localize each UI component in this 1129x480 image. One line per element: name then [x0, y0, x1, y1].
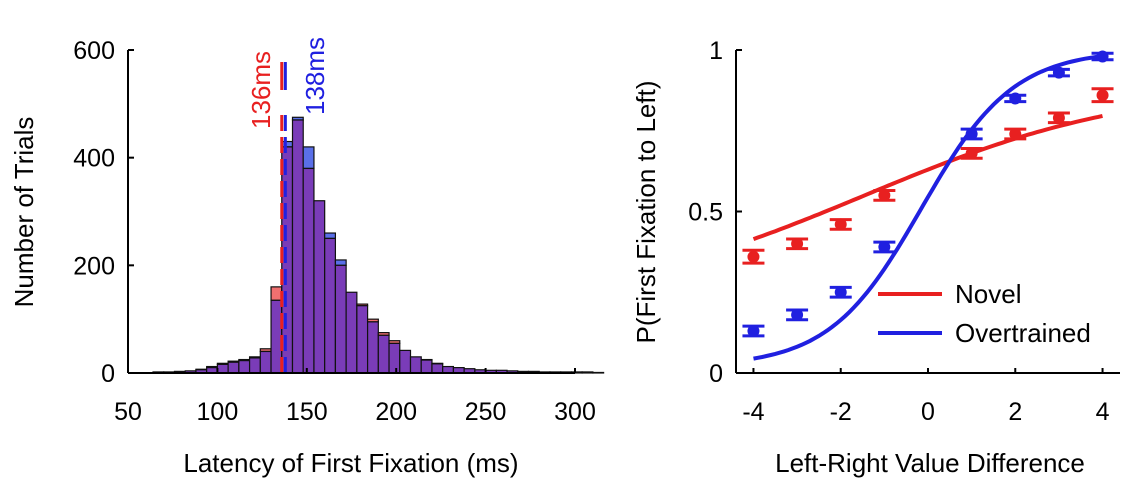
histogram-bar: [356, 305, 369, 374]
x-tick-label: 150: [286, 398, 328, 426]
histogram-axes: [127, 50, 575, 374]
legend-label-novel: Novel: [955, 279, 1021, 309]
data-points: [742, 50, 1114, 338]
psychometric-x-axis-title: Left-Right Value Difference: [775, 448, 1085, 478]
median-markers: [280, 62, 287, 373]
histogram-y-axis-title: Number of Trials: [9, 117, 39, 308]
x-tick-label: 4: [1096, 398, 1110, 426]
data-point: [1052, 66, 1065, 79]
y-tick-label: 1: [709, 37, 723, 65]
x-tick-label: 2: [1008, 398, 1022, 426]
x-tick-label: 0: [921, 398, 935, 426]
x-tick-label: 300: [554, 398, 596, 426]
histogram-bar: [345, 291, 358, 374]
psychometric-y-axis-title: P(First Fixation to Left): [631, 81, 661, 344]
fit-curve: [752, 113, 1103, 241]
histogram-x-ticks: 50 100 150 200 250 300: [114, 368, 596, 426]
data-point: [1009, 92, 1022, 105]
y-tick-label: 0.5: [688, 199, 723, 227]
histogram-bar: [270, 299, 283, 374]
histogram-bar: [238, 360, 251, 374]
histogram-bar: [377, 334, 390, 374]
x-tick-label: -4: [742, 398, 764, 426]
y-tick-label: 400: [73, 145, 115, 173]
data-point: [747, 325, 760, 338]
data-point: [1009, 127, 1022, 140]
legend-label-overtrained: Overtrained: [955, 318, 1091, 348]
histogram-bar: [366, 321, 379, 374]
data-point: [791, 308, 804, 321]
histogram-bar: [291, 119, 304, 374]
data-point: [965, 147, 978, 160]
x-tick-label: -2: [830, 398, 852, 426]
fit-curve: [753, 54, 1103, 361]
psychometric-panel: -4 -2 0 2 4 00.51 Left-Right Value Differenc…: [631, 37, 1120, 478]
data-point: [965, 127, 978, 140]
histogram-bar-excess: [334, 259, 347, 266]
histogram-bar: [281, 146, 294, 374]
histogram-bar: [581, 371, 594, 374]
histogram-bar: [248, 357, 261, 374]
median-label-overtrained: 138ms: [300, 37, 330, 115]
psychometric-x-ticks: -4 -2 0 2 4: [742, 368, 1110, 426]
histogram-bar: [302, 167, 315, 374]
histogram-bar: [592, 371, 605, 374]
x-tick-label: 100: [197, 398, 239, 426]
data-point: [878, 241, 891, 254]
legend: Novel Overtrained: [878, 279, 1091, 348]
histogram-bar: [313, 200, 326, 374]
median-label-novel: 136ms: [246, 51, 276, 129]
histogram-bar: [259, 350, 272, 374]
y-tick-label: 0: [709, 360, 723, 388]
histogram-bar-excess: [324, 232, 337, 240]
fit-curves: [752, 54, 1103, 361]
data-point: [834, 218, 847, 231]
y-tick-label: 600: [73, 37, 115, 65]
data-point: [834, 286, 847, 299]
histogram-bar-excess: [270, 286, 283, 301]
x-tick-label: 50: [114, 398, 142, 426]
data-point: [791, 237, 804, 250]
data-point: [878, 189, 891, 202]
histogram-bar: [409, 356, 422, 374]
data-point: [1052, 111, 1065, 124]
histogram-bar: [334, 264, 347, 374]
histogram-x-axis-title: Latency of First Fixation (ms): [183, 448, 518, 478]
data-point: [1096, 50, 1109, 63]
histogram-bar-excess: [281, 140, 294, 148]
histogram-y-ticks: 0 200 400 600: [73, 37, 134, 388]
histogram-bar: [227, 361, 240, 374]
x-tick-label: 200: [375, 398, 417, 426]
histogram-bar: [431, 363, 444, 374]
histogram-bar: [216, 363, 229, 374]
data-point: [747, 250, 760, 263]
x-tick-label: 250: [465, 398, 507, 426]
y-tick-label: 0: [101, 360, 115, 388]
histogram-bar-excess: [302, 146, 315, 170]
histogram-bar: [399, 349, 412, 374]
psychometric-y-ticks: 00.51: [688, 37, 742, 388]
histogram-bar: [420, 359, 433, 374]
histogram-bar: [324, 237, 337, 374]
histogram-bar: [388, 342, 401, 374]
data-point: [1096, 89, 1109, 102]
y-tick-label: 200: [73, 252, 115, 280]
histogram-bars: [152, 116, 605, 374]
histogram-panel: 50 100 150 200 250 300 0 200 400 600 Latency of …: [9, 37, 605, 478]
